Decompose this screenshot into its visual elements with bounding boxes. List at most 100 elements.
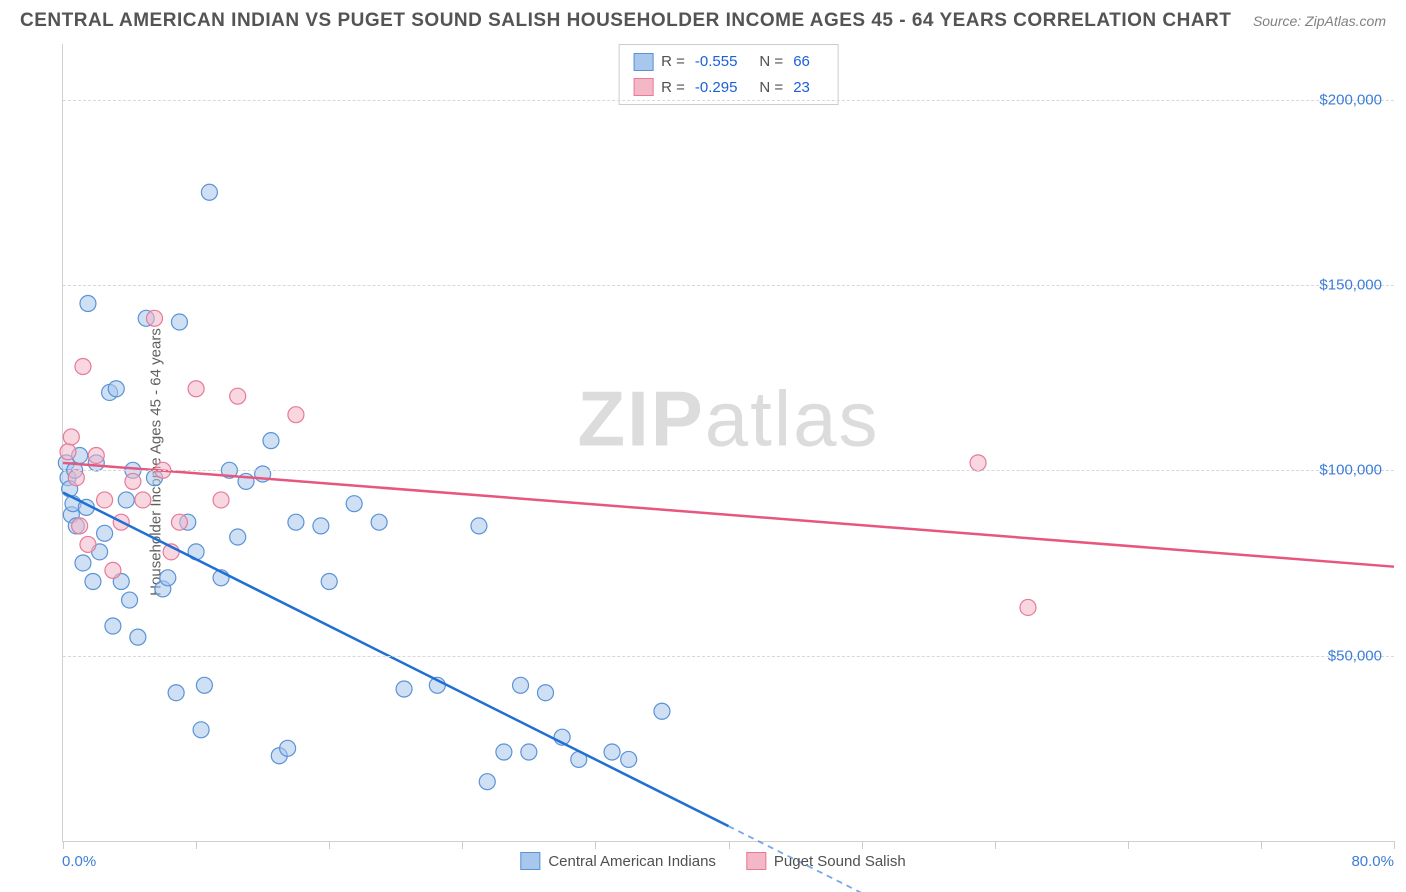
y-tick-label: $150,000 [1319, 276, 1382, 293]
data-point [75, 359, 91, 375]
x-tick [63, 841, 64, 849]
y-tick-label: $200,000 [1319, 91, 1382, 108]
data-point [521, 744, 537, 760]
series-label-1: Central American Indians [548, 853, 716, 870]
data-point [97, 492, 113, 508]
data-point [396, 681, 412, 697]
x-tick [329, 841, 330, 849]
y-tick-label: $100,000 [1319, 462, 1382, 479]
data-point [321, 574, 337, 590]
data-point [654, 703, 670, 719]
data-point [346, 496, 362, 512]
data-point [80, 536, 96, 552]
correlation-legend: R = -0.555 N = 66 R = -0.295 N = 23 [618, 44, 839, 105]
data-point [188, 381, 204, 397]
data-point [970, 455, 986, 471]
chart-source: Source: ZipAtlas.com [1253, 13, 1386, 29]
x-tick [1394, 841, 1395, 849]
y-tick-label: $50,000 [1328, 647, 1382, 664]
legend-r-label: R = [661, 75, 685, 101]
data-point [85, 574, 101, 590]
data-point [97, 525, 113, 541]
data-point [213, 492, 229, 508]
x-tick [595, 841, 596, 849]
series-swatch-1 [520, 852, 540, 870]
data-point [604, 744, 620, 760]
legend-n-label: N = [759, 49, 783, 75]
data-point [201, 184, 217, 200]
data-point [230, 388, 246, 404]
data-point [171, 314, 187, 330]
trend-line [63, 463, 1394, 567]
data-point [313, 518, 329, 534]
data-point [88, 447, 104, 463]
data-point [135, 492, 151, 508]
data-point [122, 592, 138, 608]
x-axis-min-label: 0.0% [62, 853, 96, 870]
series-legend-item-2: Puget Sound Salish [746, 852, 906, 870]
data-point [60, 444, 76, 460]
data-point [196, 677, 212, 693]
legend-r-value-2: -0.295 [695, 75, 738, 101]
grid-line [63, 656, 1394, 657]
data-point [537, 685, 553, 701]
data-point [288, 407, 304, 423]
data-point [118, 492, 134, 508]
data-point [160, 570, 176, 586]
x-tick [729, 841, 730, 849]
x-tick [995, 841, 996, 849]
data-point [147, 310, 163, 326]
x-tick [196, 841, 197, 849]
legend-row-1: R = -0.555 N = 66 [633, 49, 824, 75]
grid-line [63, 100, 1394, 101]
chart-title: CENTRAL AMERICAN INDIAN VS PUGET SOUND S… [20, 10, 1231, 32]
data-point [72, 518, 88, 534]
legend-swatch-2 [633, 78, 653, 96]
legend-r-label: R = [661, 49, 685, 75]
x-tick [1261, 841, 1262, 849]
data-point [171, 514, 187, 530]
series-legend-item-1: Central American Indians [520, 852, 716, 870]
trend-line [63, 493, 729, 827]
grid-line [63, 470, 1394, 471]
grid-line [63, 285, 1394, 286]
data-point [105, 618, 121, 634]
data-point [1020, 599, 1036, 615]
data-point [63, 429, 79, 445]
x-tick [462, 841, 463, 849]
plot-svg [63, 44, 1394, 841]
series-swatch-2 [746, 852, 766, 870]
data-point [471, 518, 487, 534]
series-legend: Central American Indians Puget Sound Sal… [520, 852, 905, 870]
legend-r-value-1: -0.555 [695, 49, 738, 75]
chart-header: CENTRAL AMERICAN INDIAN VS PUGET SOUND S… [0, 0, 1406, 40]
data-point [479, 774, 495, 790]
plot-area: ZIPatlas R = -0.555 N = 66 R = -0.295 N … [62, 44, 1394, 842]
series-label-2: Puget Sound Salish [774, 853, 906, 870]
data-point [263, 433, 279, 449]
data-point [168, 685, 184, 701]
data-point [513, 677, 529, 693]
legend-swatch-1 [633, 53, 653, 71]
data-point [80, 295, 96, 311]
data-point [496, 744, 512, 760]
data-point [75, 555, 91, 571]
data-point [68, 470, 84, 486]
legend-n-value-1: 66 [793, 49, 810, 75]
legend-row-2: R = -0.295 N = 23 [633, 75, 824, 101]
data-point [125, 473, 141, 489]
data-point [621, 751, 637, 767]
x-tick [862, 841, 863, 849]
data-point [193, 722, 209, 738]
data-point [108, 381, 124, 397]
data-point [230, 529, 246, 545]
data-point [288, 514, 304, 530]
data-point [130, 629, 146, 645]
legend-n-value-2: 23 [793, 75, 810, 101]
x-axis-max-label: 80.0% [1351, 853, 1394, 870]
x-tick [1128, 841, 1129, 849]
legend-n-label: N = [759, 75, 783, 101]
data-point [105, 562, 121, 578]
data-point [280, 740, 296, 756]
data-point [371, 514, 387, 530]
